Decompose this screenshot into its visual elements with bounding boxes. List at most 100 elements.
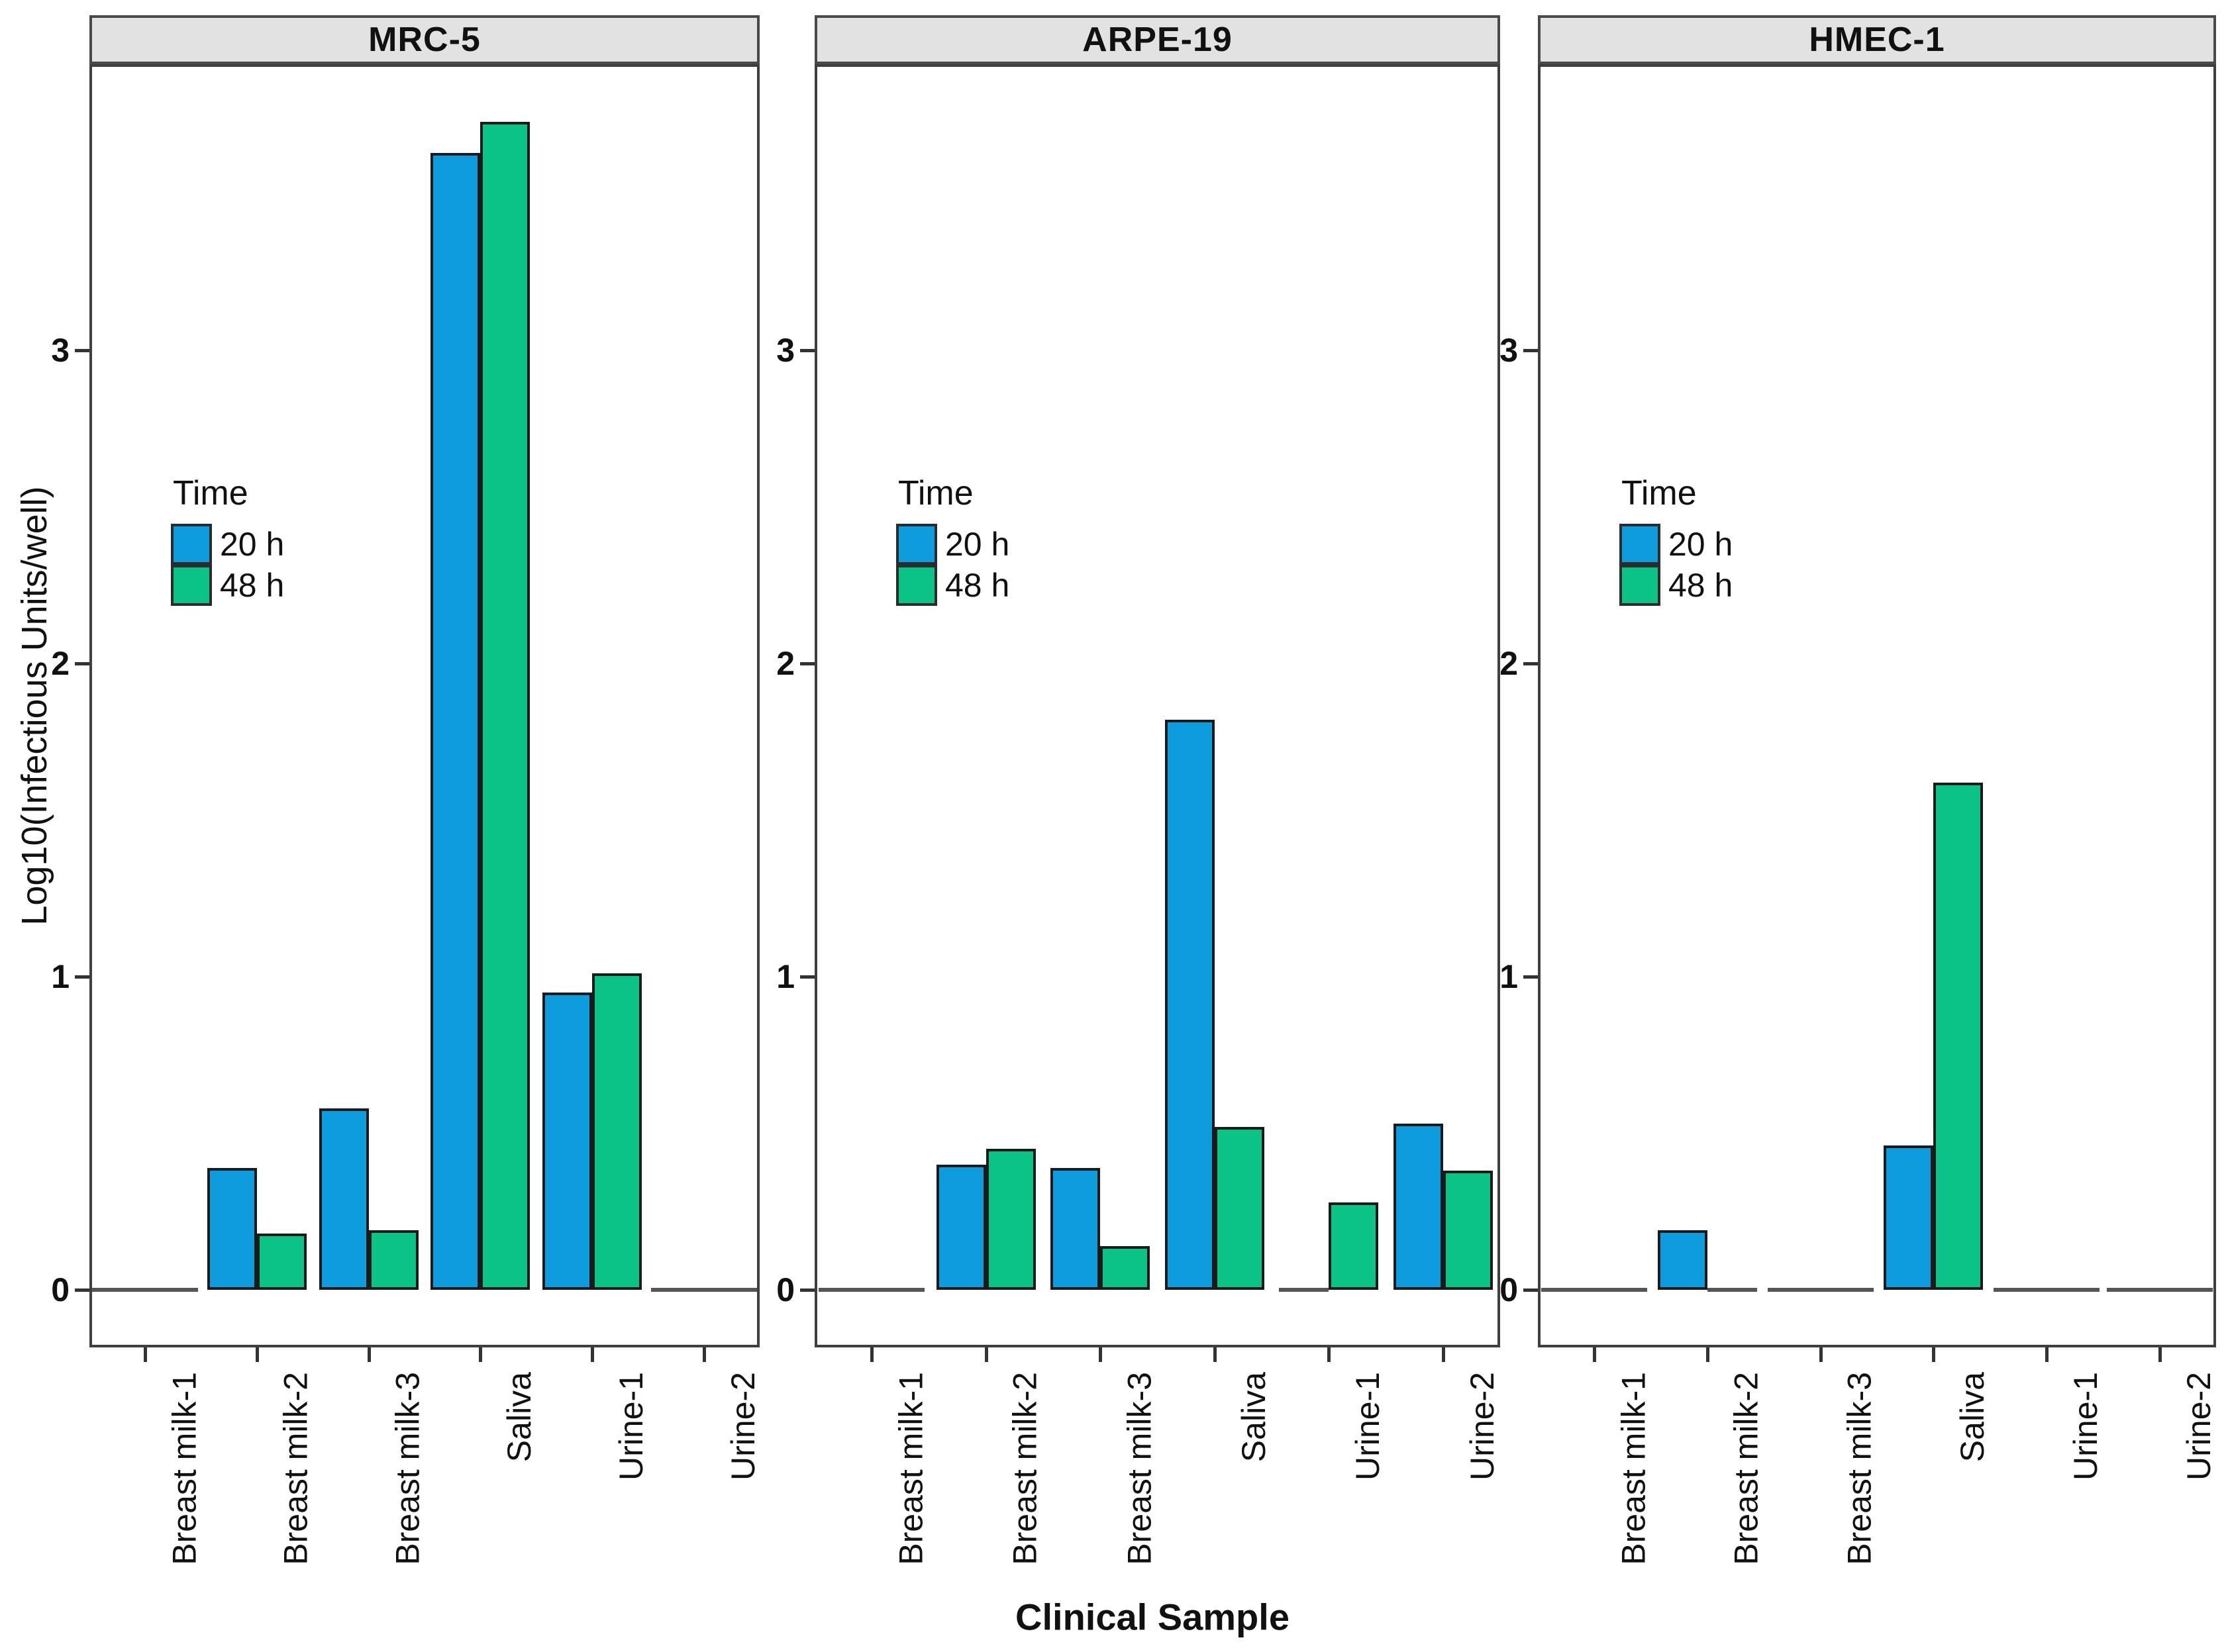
facet-strip: MRC-5 <box>89 15 760 64</box>
x-tick-label: Saliva <box>1235 1372 1272 1463</box>
bar-48h <box>986 1149 1036 1290</box>
x-tick <box>479 1347 483 1362</box>
x-tick-label: Urine-2 <box>2180 1372 2217 1481</box>
legend-title: Time <box>173 474 248 512</box>
y-tick-label: 0 <box>1499 1271 1518 1308</box>
panel-body <box>1538 64 2216 1347</box>
legend-swatch-48h <box>171 565 212 606</box>
x-tick-label: Breast milk-2 <box>1728 1372 1765 1565</box>
y-tick-label: 2 <box>51 645 70 682</box>
x-tick-label: Saliva <box>1954 1372 1992 1463</box>
x-tick-label: Urine-2 <box>724 1372 762 1481</box>
zero-bar-line <box>819 1288 925 1292</box>
x-tick <box>1932 1347 1936 1362</box>
facet-title: ARPE-19 <box>1082 21 1233 59</box>
legend-label: 20 h <box>1668 526 1733 563</box>
legend-swatch-20h <box>1619 524 1660 565</box>
bar-20h <box>1658 1230 1707 1290</box>
facet-strip: HMEC-1 <box>1538 15 2216 64</box>
x-tick <box>1819 1347 1823 1362</box>
y-tick-label: 0 <box>51 1271 70 1308</box>
legend-title: Time <box>898 474 974 512</box>
y-tick-label: 2 <box>1499 645 1518 682</box>
panel-body <box>89 64 760 1347</box>
bar-20h <box>430 153 481 1290</box>
y-tick <box>1523 349 1538 352</box>
legend-swatch-48h <box>896 565 937 606</box>
zero-bar-line <box>1707 1288 1757 1292</box>
x-tick <box>984 1347 988 1362</box>
bar-20h <box>319 1108 369 1290</box>
x-tick <box>1706 1347 1709 1362</box>
y-tick <box>1523 975 1538 979</box>
zero-bar-line <box>1994 1288 2100 1292</box>
x-tick <box>1441 1347 1445 1362</box>
x-tick <box>591 1347 594 1362</box>
legend-label: 20 h <box>220 526 285 563</box>
zero-bar-line <box>2106 1288 2213 1292</box>
bar-20h <box>1393 1124 1443 1290</box>
y-tick-label: 2 <box>776 645 795 682</box>
x-tick <box>1327 1347 1331 1362</box>
x-tick-label: Breast milk-1 <box>1615 1372 1652 1565</box>
y-tick <box>800 975 815 979</box>
bar-20h <box>207 1168 257 1290</box>
bar-48h <box>1933 783 1984 1290</box>
y-tick-label: 1 <box>51 958 70 995</box>
y-tick <box>800 349 815 352</box>
y-tick <box>1523 662 1538 665</box>
x-tick-label: Breast milk-3 <box>1841 1372 1878 1565</box>
legend-swatch-20h <box>896 524 937 565</box>
x-axis-title: Clinical Sample <box>1015 1596 1290 1638</box>
zero-bar-line <box>1279 1288 1329 1292</box>
x-tick <box>1099 1347 1103 1362</box>
y-tick <box>75 662 89 665</box>
x-tick-label: Saliva <box>501 1372 538 1463</box>
bar-48h <box>1100 1246 1150 1290</box>
x-tick-label: Urine-2 <box>1463 1372 1501 1481</box>
y-tick-label: 0 <box>776 1271 795 1308</box>
y-tick-label: 1 <box>1499 958 1518 995</box>
x-tick <box>870 1347 874 1362</box>
panel-body <box>815 64 1500 1347</box>
legend-swatch-48h <box>1619 565 1660 606</box>
x-tick-label: Breast milk-2 <box>1006 1372 1044 1565</box>
bar-48h <box>1329 1202 1379 1290</box>
legend-label: 20 h <box>945 526 1010 563</box>
legend-label: 48 h <box>945 567 1010 604</box>
facet-title: MRC-5 <box>368 21 481 59</box>
y-tick <box>1523 1288 1538 1292</box>
x-tick-label: Breast milk-3 <box>1121 1372 1158 1565</box>
x-tick-label: Breast milk-2 <box>278 1372 315 1565</box>
x-tick <box>367 1347 371 1362</box>
x-tick <box>702 1347 706 1362</box>
x-tick <box>256 1347 259 1362</box>
y-tick <box>75 975 89 979</box>
x-tick <box>2158 1347 2162 1362</box>
bar-48h <box>1443 1171 1493 1290</box>
bar-48h <box>1214 1127 1264 1290</box>
x-tick-label: Breast milk-1 <box>892 1372 930 1565</box>
legend-title: Time <box>1621 474 1697 512</box>
zero-bar-line <box>650 1288 757 1292</box>
zero-bar-line <box>1767 1288 1874 1292</box>
x-tick-label: Breast milk-1 <box>166 1372 203 1565</box>
bar-20h <box>936 1165 986 1290</box>
zero-bar-line <box>1541 1288 1648 1292</box>
legend-swatch-20h <box>171 524 212 565</box>
bar-48h <box>480 122 531 1290</box>
bar-20h <box>542 993 592 1290</box>
x-tick-label: Urine-1 <box>613 1372 650 1481</box>
bar-20h <box>1050 1168 1101 1290</box>
y-tick <box>75 1288 89 1292</box>
bar-20h <box>1884 1145 1934 1290</box>
bar-48h <box>368 1230 419 1290</box>
x-tick-label: Urine-1 <box>1349 1372 1387 1481</box>
facet-title: HMEC-1 <box>1809 21 1945 59</box>
bar-48h <box>257 1234 307 1290</box>
zero-bar-line <box>92 1288 199 1292</box>
legend-label: 48 h <box>220 567 285 604</box>
y-tick <box>800 1288 815 1292</box>
